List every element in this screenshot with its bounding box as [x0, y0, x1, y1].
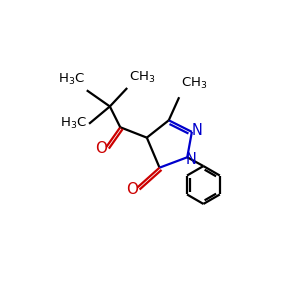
Text: O: O	[127, 182, 139, 197]
Text: CH$_3$: CH$_3$	[129, 69, 155, 85]
Text: N: N	[185, 152, 197, 167]
Text: N: N	[191, 123, 203, 138]
Text: CH$_3$: CH$_3$	[181, 76, 208, 92]
Text: H$_3$C: H$_3$C	[60, 116, 87, 131]
Text: O: O	[95, 140, 107, 155]
Text: H$_3$C: H$_3$C	[58, 72, 85, 87]
